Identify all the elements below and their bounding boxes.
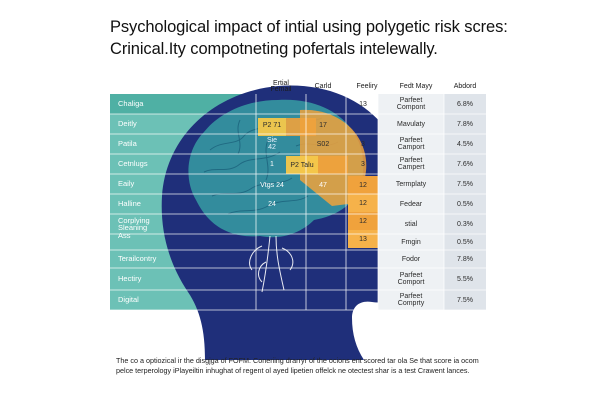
row-label: Cetnlugs (118, 159, 148, 169)
table-cell: 12 (359, 181, 367, 189)
table-cell: 7.6% (457, 160, 473, 168)
column-header-5: Abdord (453, 82, 477, 90)
table-cell: 17 (319, 121, 327, 129)
orange-column (348, 176, 378, 248)
table-cell: Parfeet Compont (396, 97, 426, 111)
column-header-4: Fedt Mayy (399, 82, 433, 90)
table-cell: Fedear (399, 200, 423, 208)
table-cell: 0.5% (457, 238, 473, 246)
table-cell: 24 (268, 200, 276, 208)
table-cell: 6.8% (457, 100, 473, 108)
table-cell: 0.3% (457, 220, 473, 228)
table-cell: Parfeet Campert (397, 157, 425, 171)
table-cell: Sie 42 (266, 137, 278, 151)
table-cell: 7.5% (457, 296, 473, 304)
table-cell: stial (404, 220, 418, 228)
table-cell: S02 (316, 140, 330, 148)
cell-orange-2 (318, 156, 348, 174)
table-cell: Parfeet Comprty (397, 293, 425, 307)
row-label: Corplying Sleaning Ass (118, 215, 150, 240)
row-label: Halline (118, 199, 141, 209)
last-column-bg (444, 94, 486, 310)
row-label: Patila (118, 139, 137, 149)
table-cell: 12 (359, 217, 367, 225)
table-grid-lines (110, 94, 486, 311)
figure-caption: The co a optiozical ir the disgjga of FO… (116, 356, 479, 375)
table-cell: 5.5% (457, 275, 473, 283)
row-label: Deitly (118, 119, 137, 129)
table-cell: P2 71 (262, 121, 282, 129)
table-cell: 7.5% (457, 180, 473, 188)
row-label: Hectiry (118, 274, 142, 284)
table-cell: 47 (319, 181, 327, 189)
figure-title: Psychological impact of intial using pol… (110, 18, 508, 58)
cell-yellow-1 (258, 118, 286, 136)
row-label: Digital (118, 295, 139, 305)
cell-orange-1 (286, 118, 316, 136)
table-cell: Parfeet Comport (397, 272, 425, 286)
table-cell: 7.8% (457, 255, 473, 263)
row-label: Terailcontry (118, 254, 157, 264)
table-cell: 0.5% (457, 200, 473, 208)
table-cell: 7.8% (457, 120, 473, 128)
table-cell: P2 Talu (290, 161, 314, 169)
cell-yellow-2 (286, 156, 318, 174)
row-label: Eaily (118, 179, 135, 189)
table-cell: Mavulaty (396, 120, 425, 128)
table-cell: Termplaty (395, 180, 427, 188)
table-cell: 3 (361, 140, 365, 148)
table-cell: Vtgs 24 (260, 181, 284, 189)
table-cell: 3 (361, 160, 365, 168)
column-header-1: Ertial Femail (270, 79, 292, 94)
table-cell: 4.5% (457, 140, 473, 148)
table-cell: 13 (359, 235, 367, 243)
table-cell: 1 (270, 160, 274, 168)
table-cell: Fmgin (401, 238, 421, 246)
column-header-3: Feeliry (356, 82, 378, 90)
column-header-2: Carld (314, 82, 332, 90)
table-cell: Parfeet Camport (397, 137, 425, 151)
table-cell: 12 (359, 199, 367, 207)
table-cell: Fodor (401, 255, 421, 263)
row-label: Chaliga (118, 99, 144, 109)
table-cell: 13 (359, 100, 367, 108)
